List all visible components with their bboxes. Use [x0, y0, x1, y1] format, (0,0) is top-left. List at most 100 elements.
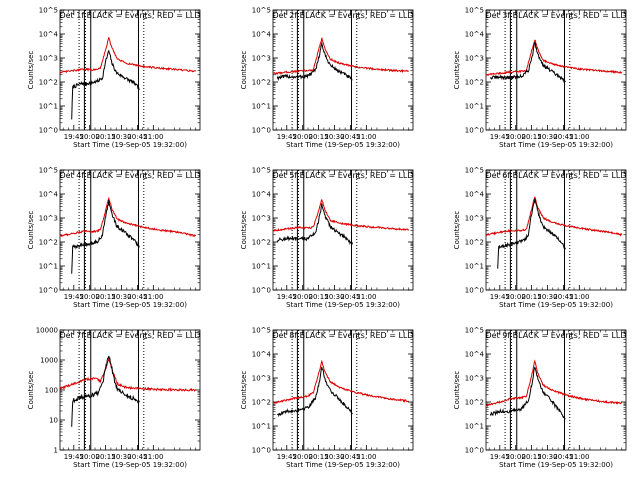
x-tick-label: 20:00 [80, 133, 100, 141]
y-tick-label: 1000 [40, 357, 58, 365]
panel-det-5: Det 5f BLACK = Events, RED = LLD 10^0 10^1… [240, 167, 414, 310]
x-tick-label: 20:45 [127, 453, 147, 461]
y-tick-label: 10^5 [39, 167, 58, 175]
x-tick-label: 20:45 [553, 453, 573, 461]
lld-series-line [60, 196, 197, 238]
y-tick-label: 10^2 [465, 399, 484, 407]
x-tick-label: 19:45 [277, 293, 297, 301]
lld-series-line [486, 359, 623, 408]
plot-frame [272, 169, 414, 291]
x-tick-label: 21:00 [569, 133, 589, 141]
x-tick-label: 20:30 [324, 453, 344, 461]
y-tick-label: 10^2 [39, 239, 58, 247]
y-tick-label: 10^0 [465, 127, 484, 135]
y-tick-label: 10^5 [39, 7, 58, 15]
x-tick-label: 19:45 [64, 453, 84, 461]
x-tick-label: 20:00 [293, 453, 313, 461]
x-tick-label: 21:00 [143, 133, 163, 141]
y-tick-label: 10^0 [39, 127, 58, 135]
x-tick-label: 20:45 [553, 293, 573, 301]
panel-title: Det 4f BLACK = Events, RED = LLD [59, 171, 200, 180]
plot-frame [59, 9, 201, 131]
y-tick-label: 10^1 [465, 103, 484, 111]
x-tick-label: 20:30 [537, 453, 557, 461]
y-tick-label: 10^3 [465, 215, 484, 223]
c-marker: C [568, 13, 573, 21]
y-tick-label: 10^4 [252, 191, 272, 199]
y-axis-label: Counts/sec [27, 51, 35, 90]
panel-det-2: Det 2f BLACK = Events, RED = LLD 10^0 10^1… [240, 7, 414, 150]
panel-det-8: Det 8f BLACK = Events, RED = LLD 10^0 10^1… [240, 327, 414, 470]
panel-title: Det 1f BLACK = Events, RED = LLD [59, 11, 200, 20]
x-axis-label: Start Time (19-Sep-05 19:32:00) [286, 141, 400, 149]
y-axis-label: Counts/sec [453, 211, 461, 250]
x-tick-label: 20:15 [96, 453, 116, 461]
plot-frame [485, 9, 627, 131]
x-tick-label: 20:30 [537, 133, 557, 141]
x-tick-label: 20:30 [111, 453, 131, 461]
y-tick-label: 10^5 [465, 327, 484, 335]
x-tick-label: 21:00 [569, 293, 589, 301]
panel-det-7: Det 7f BLACK = Events, RED = LLD 1 10 100 10… [27, 327, 201, 470]
x-axis-label: Start Time (19-Sep-05 19:32:00) [499, 301, 613, 309]
y-tick-label: 10^5 [465, 7, 484, 15]
x-tick-label: 21:00 [356, 453, 376, 461]
y-tick-label: 10^4 [39, 31, 59, 39]
lld-series-line [486, 196, 623, 237]
y-tick-label: 10^0 [252, 127, 271, 135]
x-tick-label: 19:45 [277, 133, 297, 141]
y-tick-label: 10^4 [465, 351, 485, 359]
x-tick-label: 20:30 [537, 293, 557, 301]
x-tick-label: 19:45 [64, 293, 84, 301]
x-tick-label: 19:45 [490, 133, 510, 141]
y-tick-label: 10^0 [465, 287, 484, 295]
y-tick-label: 10^4 [252, 31, 272, 39]
y-tick-label: 10^2 [465, 79, 484, 87]
x-tick-label: 20:15 [309, 293, 329, 301]
plot-frame [272, 9, 414, 131]
y-tick-label: 10^5 [252, 167, 271, 175]
x-tick-label: 20:00 [293, 293, 313, 301]
y-axis-label: Counts/sec [453, 51, 461, 90]
y-tick-label: 10^1 [252, 103, 271, 111]
x-tick-label: 20:45 [127, 133, 147, 141]
y-axis-label: Counts/sec [240, 51, 248, 90]
y-tick-label: 10^3 [252, 375, 271, 383]
y-tick-label: 10^5 [465, 167, 484, 175]
y-tick-label: 10^2 [252, 399, 271, 407]
x-tick-label: 20:15 [522, 133, 542, 141]
y-tick-label: 10^3 [39, 55, 58, 63]
y-tick-label: 10^0 [465, 447, 484, 455]
panel-det-1: Det 1f BLACK = Events, RED = LLD 10^0 10^1… [27, 7, 201, 150]
plot-frame [272, 329, 414, 451]
x-tick-label: 20:15 [522, 293, 542, 301]
panel-title: Det 7f BLACK = Events, RED = LLD [59, 331, 200, 340]
panel-det-9: Det 9f BLACK = Events, RED = LLD 10^0 10^1… [453, 327, 627, 470]
events-series-line [277, 366, 353, 418]
c-marker: C [142, 13, 147, 21]
y-tick-label: 10^2 [252, 239, 271, 247]
x-tick-label: 20:00 [80, 293, 100, 301]
y-tick-label: 10^3 [465, 55, 484, 63]
y-tick-label: 10^1 [465, 263, 484, 271]
y-axis-label: Counts/sec [27, 211, 35, 250]
x-tick-label: 21:00 [569, 453, 589, 461]
x-tick-label: 20:30 [111, 293, 131, 301]
c-marker: C [355, 173, 360, 181]
y-tick-label: 10^5 [252, 7, 271, 15]
x-tick-label: 20:00 [506, 453, 526, 461]
y-tick-label: 10000 [36, 327, 58, 335]
x-tick-label: 20:45 [340, 293, 360, 301]
panel-det-4: Det 4f BLACK = Events, RED = LLD 10^0 10^1… [27, 167, 201, 310]
events-series-line [276, 41, 353, 82]
lld-series-line [486, 39, 623, 77]
x-tick-label: 19:45 [490, 293, 510, 301]
x-tick-label: 20:30 [111, 133, 131, 141]
y-tick-label: 10^2 [39, 79, 58, 87]
x-tick-label: 20:15 [96, 133, 116, 141]
lld-series-line [60, 357, 196, 392]
y-tick-label: 10^3 [252, 215, 271, 223]
x-tick-label: 20:15 [309, 133, 329, 141]
c-marker: C [142, 173, 147, 181]
c-marker: C [568, 333, 573, 341]
